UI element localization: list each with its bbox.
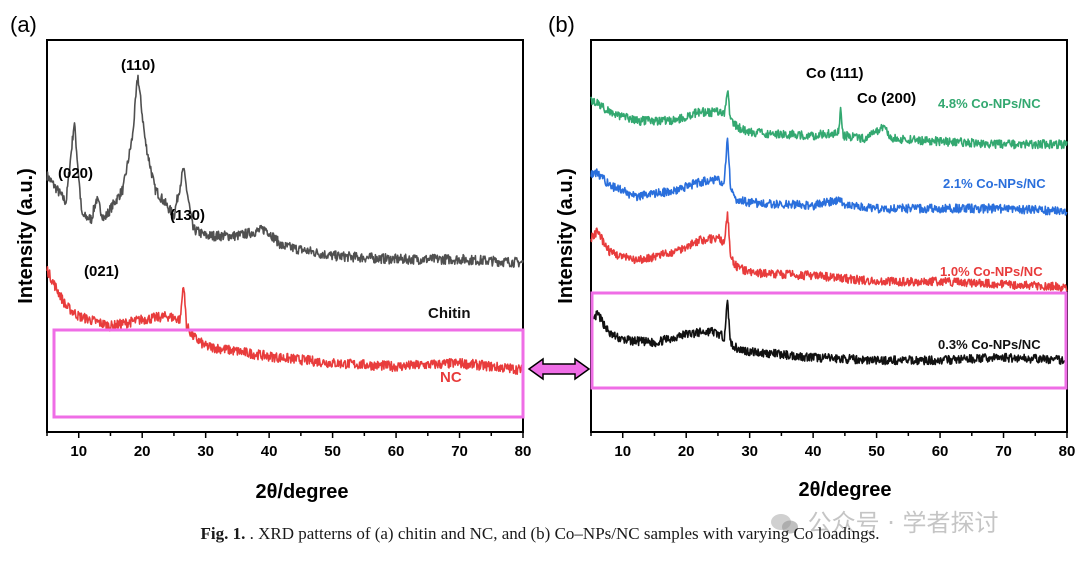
series-line-b-2 [590, 137, 1068, 216]
x-tick-label: 30 [197, 443, 214, 460]
panel-a: (a) 10 20 30 40 50 60 70 80 Intensity (a.u.) 2θ… [10, 12, 531, 503]
watermark-text: 公众号 · 学者探讨 [807, 509, 999, 537]
series-line-b-1 [590, 211, 1068, 293]
panel-b-y-axis-title: Intensity (a.u.) [555, 168, 577, 304]
peak-label-110: (110) [121, 57, 155, 74]
legend-label-4-8: 4.8% Co-NPs/NC [938, 96, 1041, 111]
x-tick-label: 20 [678, 443, 695, 460]
x-tick-label: 50 [868, 443, 885, 460]
legend-label-nc: NC [440, 369, 462, 386]
watermark: 公众号 · 学者探讨 [770, 503, 999, 538]
figure: (a) 10 20 30 40 50 60 70 80 Intensity (a.u.) 2θ… [10, 12, 1075, 503]
panel-a-label: (a) [10, 12, 37, 37]
legend-label-1-0: 1.0% Co-NPs/NC [940, 264, 1043, 279]
x-tick-label: 60 [388, 443, 405, 460]
legend-label-0-3: 0.3% Co-NPs/NC [938, 337, 1041, 352]
caption-text: . XRD patterns of (a) chitin and NC, and… [245, 524, 880, 543]
panel-b-highlight-box [590, 291, 1068, 390]
wechat-icon [771, 514, 798, 534]
figure-caption: Fig. 1. . XRD patterns of (a) chitin and… [0, 524, 1080, 544]
panel-a-highlight-box [52, 328, 525, 419]
panel-b-curves [590, 90, 1068, 366]
series-line-a-0 [46, 74, 524, 268]
x-tick-label: 10 [70, 443, 87, 460]
series-line-a-1 [46, 266, 524, 375]
x-tick-label: 80 [1059, 443, 1076, 460]
x-tick-label: 80 [515, 443, 532, 460]
legend-label-chitin: Chitin [428, 305, 471, 322]
x-tick-label: 40 [805, 443, 822, 460]
x-tick-label: 40 [261, 443, 278, 460]
caption-figure-number: Fig. 1. [200, 524, 246, 543]
panel-a-curves [46, 74, 524, 375]
panel-b: (b) 10 20 30 40 50 60 70 80 Intensity (a.u.) 2θ… [548, 12, 1075, 501]
x-tick-label: 20 [134, 443, 151, 460]
panel-a-y-axis-title: Intensity (a.u.) [15, 168, 37, 304]
panel-b-label: (b) [548, 12, 575, 37]
panel-b-frame [590, 39, 1068, 433]
x-tick-label: 30 [741, 443, 758, 460]
peak-label-020: (020) [58, 165, 93, 182]
panel-a-frame [46, 39, 524, 433]
peak-label-co-200: Co (200) [857, 90, 916, 107]
legend-label-2-1: 2.1% Co-NPs/NC [943, 176, 1046, 191]
peak-label-021: (021) [84, 263, 119, 280]
x-tick-label: 70 [451, 443, 468, 460]
panel-a-x-axis-title: 2θ/degree [255, 481, 348, 503]
double-arrow-icon [527, 357, 591, 381]
peak-label-co-111: Co (111) [806, 65, 864, 82]
peak-label-130: (130) [170, 207, 205, 224]
series-line-b-0 [590, 299, 1068, 366]
panel-a-x-ticks: 10 20 30 40 50 60 70 80 [46, 432, 532, 460]
x-tick-label: 70 [995, 443, 1012, 460]
x-tick-label: 10 [614, 443, 631, 460]
panel-b-x-ticks: 10 20 30 40 50 60 70 80 [590, 432, 1076, 460]
x-tick-label: 60 [932, 443, 949, 460]
series-line-b-3 [590, 90, 1068, 150]
x-tick-label: 50 [324, 443, 341, 460]
panel-b-x-axis-title: 2θ/degree [798, 479, 891, 501]
